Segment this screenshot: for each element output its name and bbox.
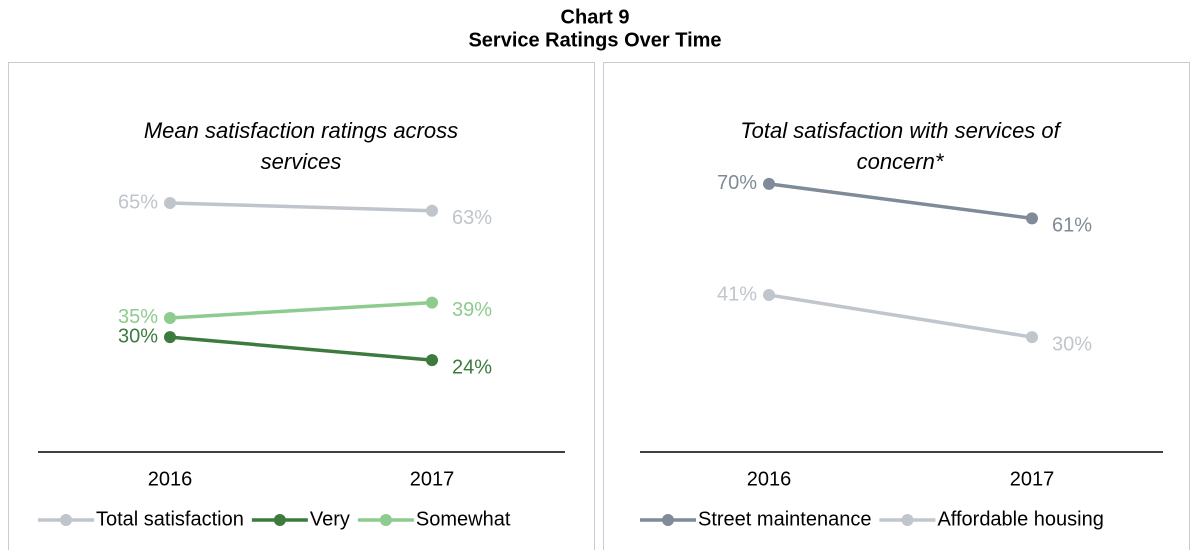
point (426, 204, 438, 217)
x-tick-label: 2017 (1010, 468, 1055, 490)
data-label: 61% (1052, 215, 1092, 237)
chart-title: Mean satisfaction ratings across services (144, 118, 458, 174)
data-label: 41% (717, 283, 757, 305)
point (426, 296, 438, 309)
data-label: 39% (452, 299, 492, 321)
data-label: 24% (452, 356, 492, 378)
data-label: 30% (1052, 333, 1092, 355)
legend-marker (662, 514, 674, 526)
page-subtitle: Service Ratings Over Time (468, 29, 721, 51)
chart-title: Total satisfaction with services of conce… (740, 118, 1062, 174)
data-label: 65% (118, 191, 158, 213)
point (1026, 331, 1038, 344)
x-tick-label: 2016 (148, 468, 193, 490)
point (1026, 212, 1038, 225)
legend-marker (379, 514, 392, 526)
page-title: Chart 9 (561, 6, 630, 28)
panel-border (8, 62, 595, 550)
series-line (768, 182, 1033, 221)
x-tick-label: 2016 (747, 468, 792, 490)
series-line (169, 300, 433, 320)
legend-label: Affordable housing (937, 508, 1103, 530)
point (164, 331, 176, 344)
series-line (768, 293, 1033, 339)
series-line (169, 201, 433, 213)
legend-marker (273, 514, 286, 526)
legend-label: Very (310, 508, 350, 530)
point (164, 197, 176, 210)
point (426, 354, 438, 367)
legend-label: Somewhat (416, 508, 511, 530)
x-tick-label: 2017 (410, 468, 455, 490)
point (164, 311, 176, 324)
point (763, 288, 775, 301)
data-label: 35% (118, 306, 158, 328)
point (763, 177, 775, 190)
legend-label: Total satisfaction (96, 508, 244, 530)
data-label: 30% (118, 325, 158, 347)
data-label: 70% (717, 172, 757, 194)
legend-marker (60, 514, 72, 526)
legend-label: Street maintenance (698, 508, 871, 530)
legend-marker (901, 514, 914, 526)
data-label: 63% (452, 207, 492, 229)
series-line (169, 335, 433, 362)
